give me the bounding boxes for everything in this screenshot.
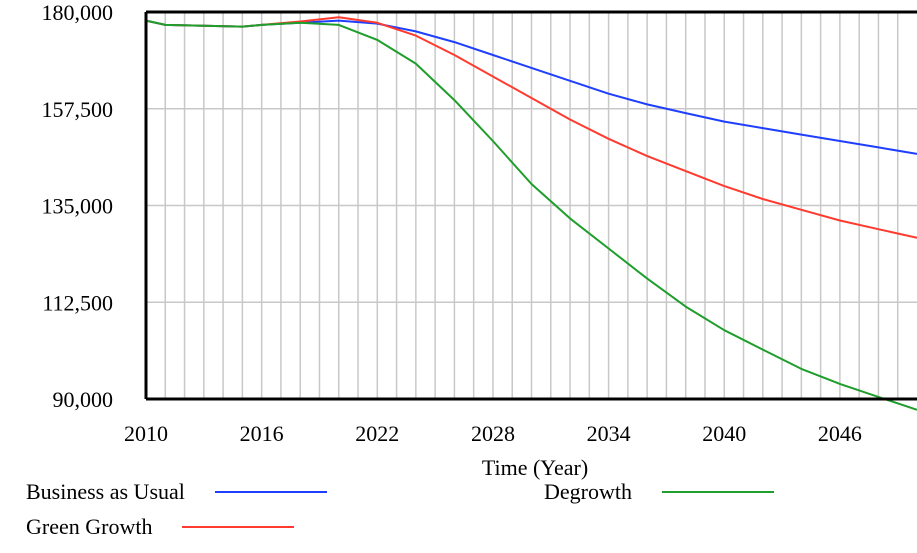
x-tick-label: 2022 (355, 421, 399, 446)
x-axis-title: Time (Year) (482, 455, 588, 480)
x-tick-label: 2034 (587, 421, 631, 446)
x-tick-label: 2028 (471, 421, 515, 446)
x-tick-labels: 2010 2016 2022 2028 2034 2040 2046 (124, 421, 862, 446)
y-tick-labels: 180,000 157,500 135,000 112,500 90,000 (42, 0, 114, 412)
x-tick-label: 2040 (702, 421, 746, 446)
x-tick-label: 2046 (818, 421, 862, 446)
plot-frame (144, 10, 917, 401)
series-layer (145, 16, 917, 411)
y-tick-label: 135,000 (42, 194, 114, 219)
x-tick-label: 2010 (124, 421, 168, 446)
x-tick-label: 2016 (240, 421, 284, 446)
y-tick-label: 180,000 (42, 0, 114, 25)
y-tick-label: 112,500 (42, 290, 113, 315)
y-tick-label: 90,000 (53, 387, 114, 412)
grid-lines (146, 11, 917, 400)
series-line-degrowth (145, 19, 917, 411)
y-tick-label: 157,500 (42, 97, 114, 122)
